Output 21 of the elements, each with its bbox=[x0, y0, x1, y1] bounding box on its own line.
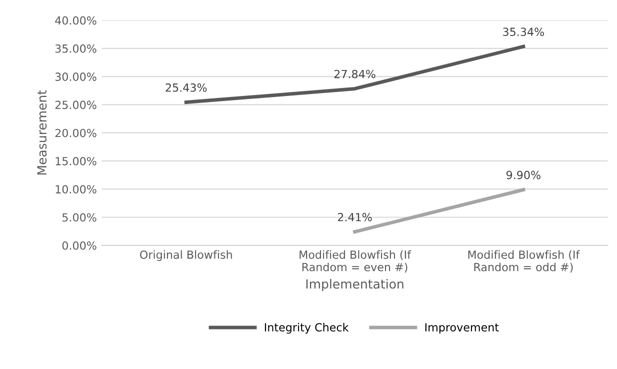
x-tick-label: Modified Blowfish (If Random = odd #) bbox=[468, 250, 580, 273]
data-label: 35.34% bbox=[503, 28, 544, 36]
y-tick-label: 15.00% bbox=[56, 156, 96, 166]
data-label: 25.43% bbox=[166, 83, 207, 92]
data-label: 27.84% bbox=[334, 70, 376, 78]
y-tick-label: 5.00% bbox=[62, 213, 96, 222]
x-tick-label: Original Blowfish bbox=[140, 250, 232, 261]
y-tick-label: 40.00% bbox=[55, 16, 96, 25]
data-label: 2.41% bbox=[338, 212, 372, 222]
x-tick-label: Modified Blowfish (If Random = even #) bbox=[300, 250, 412, 273]
y-tick-label: 30.00% bbox=[55, 72, 96, 81]
y-tick-label: 20.00% bbox=[55, 128, 96, 138]
data-label: 9.90% bbox=[506, 170, 540, 180]
y-tick-label: 10.00% bbox=[56, 185, 96, 194]
y-tick-label: 25.00% bbox=[55, 100, 96, 110]
y-tick-label: 35.00% bbox=[55, 44, 96, 53]
y-tick-label: 0.00% bbox=[62, 241, 96, 250]
legend-label: Integrity Check bbox=[264, 322, 349, 334]
x-axis-title: Implementation bbox=[306, 278, 404, 292]
y-axis-title: Measurement bbox=[37, 90, 47, 175]
legend-label: Improvement bbox=[425, 323, 499, 334]
